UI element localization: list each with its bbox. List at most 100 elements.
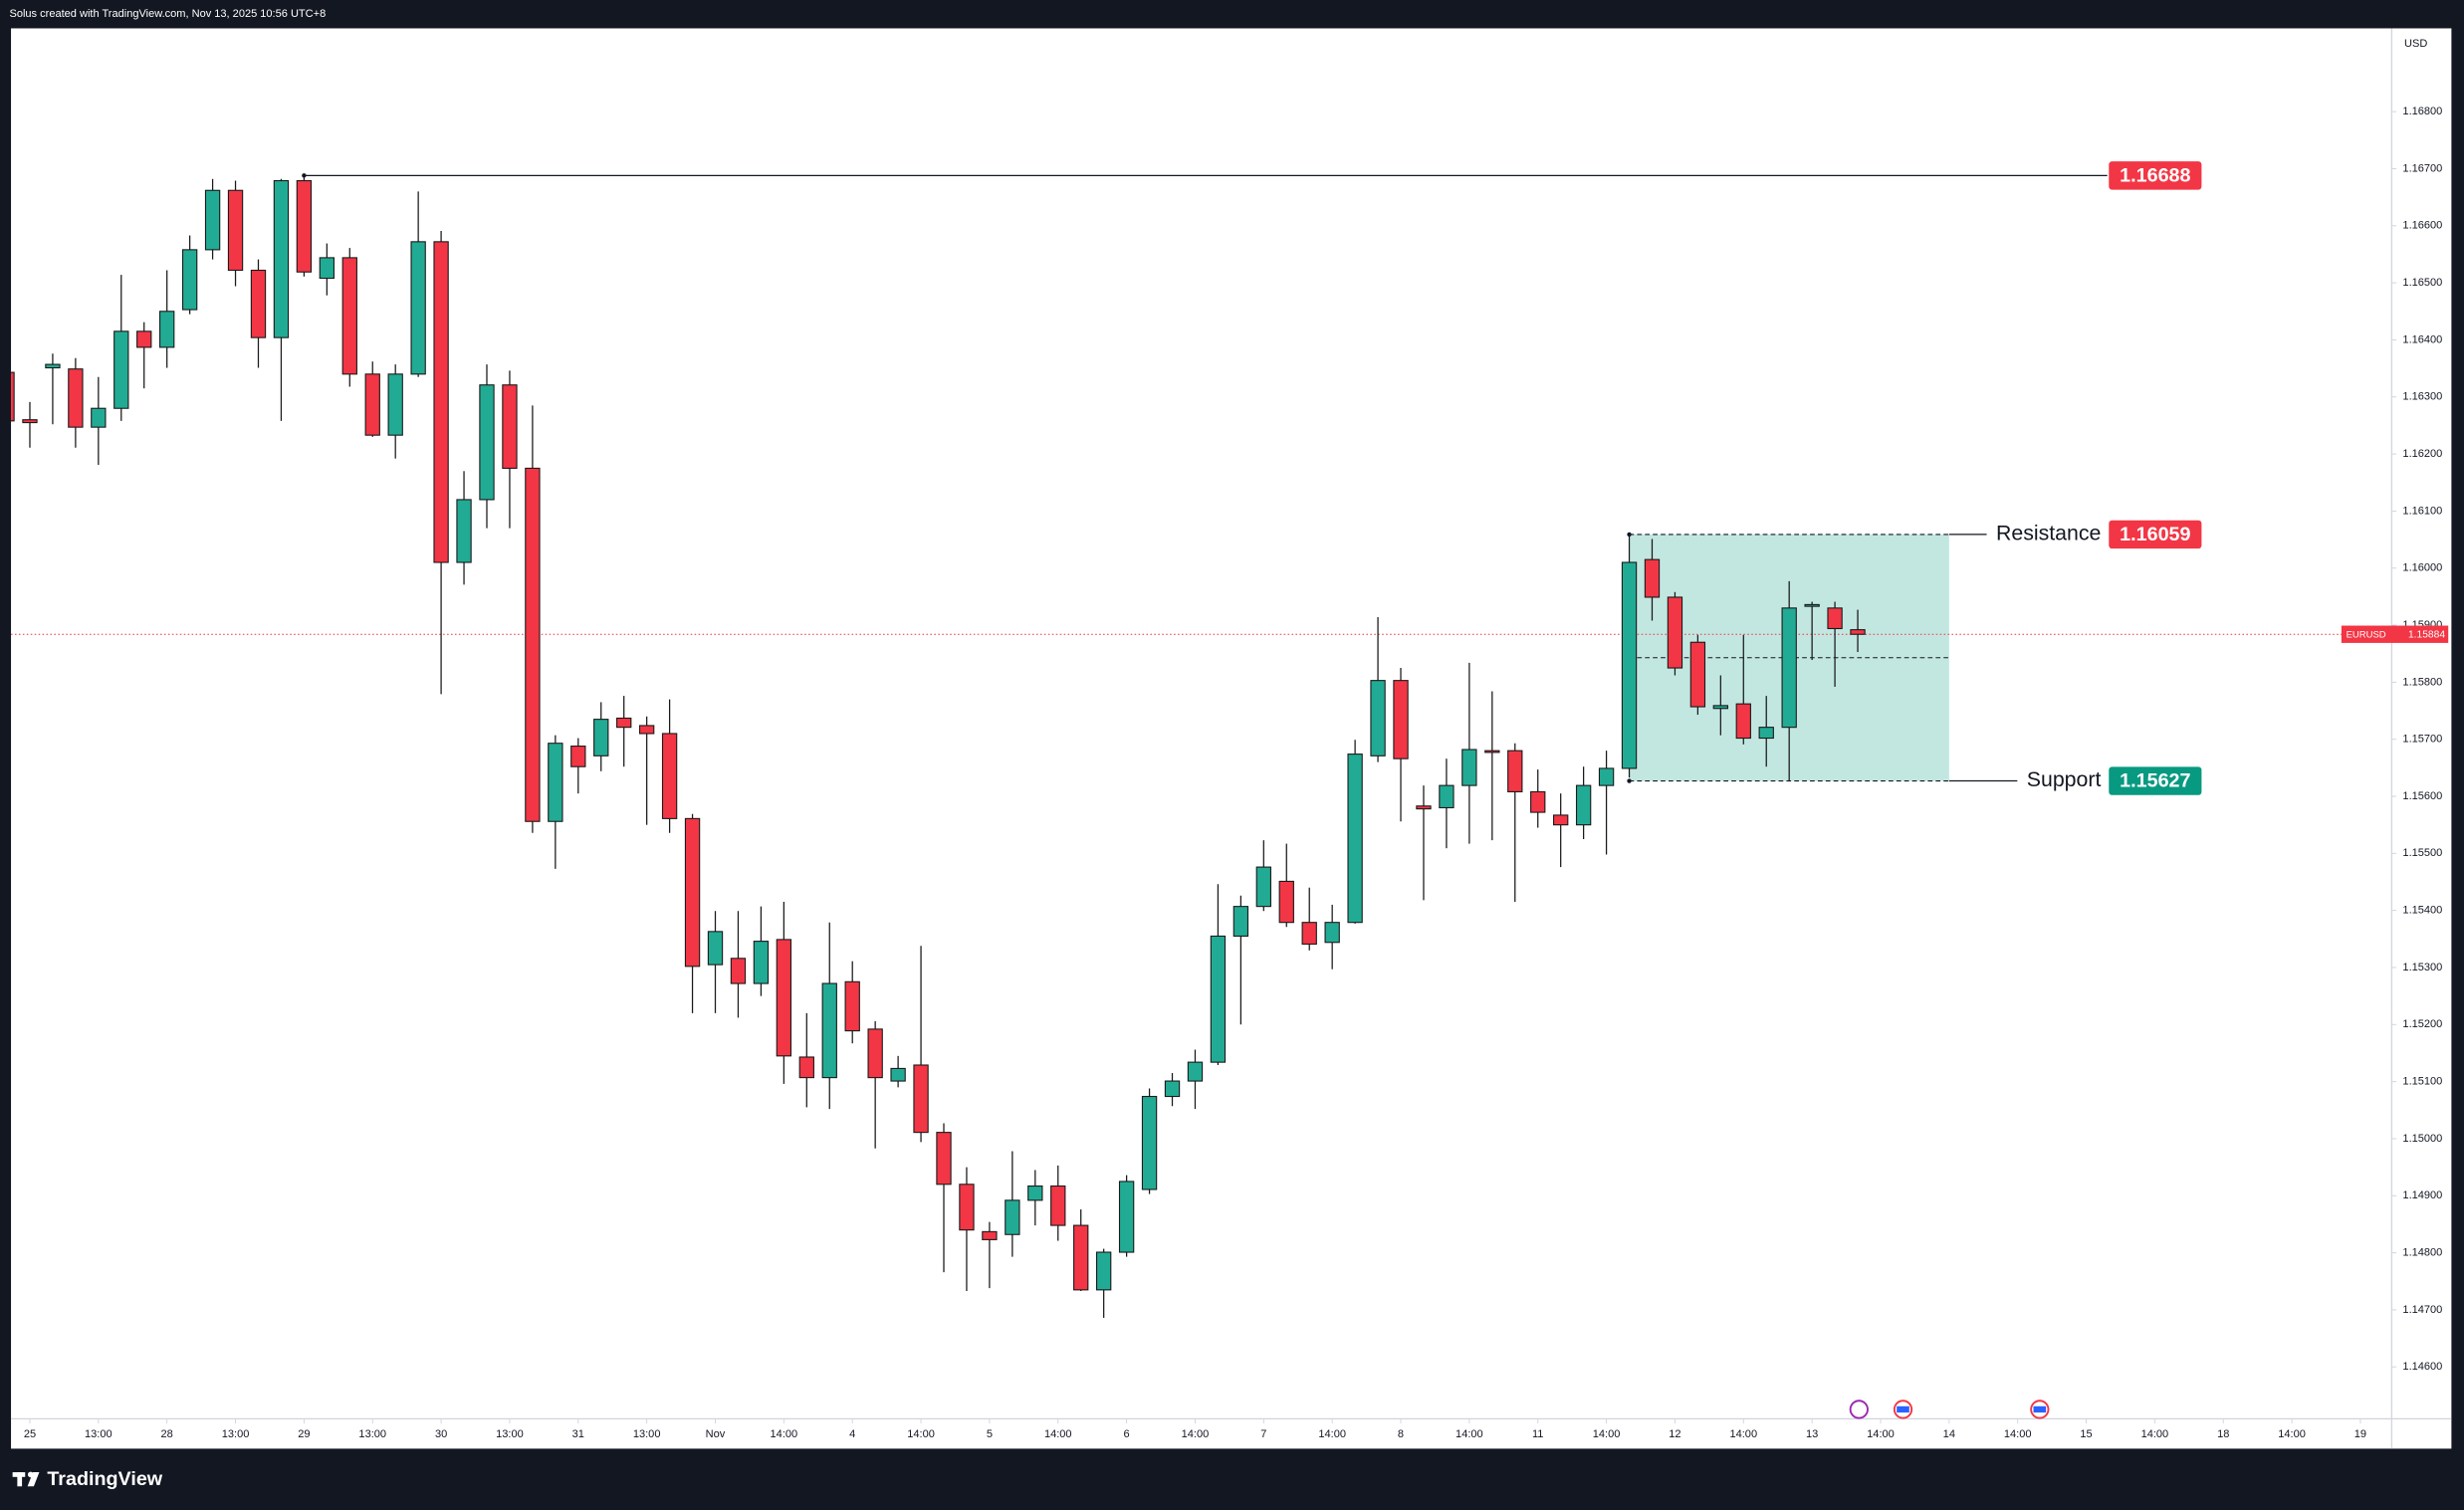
plot-area bbox=[11, 175, 2392, 1318]
candle-body bbox=[707, 931, 724, 966]
candle-body bbox=[525, 467, 541, 822]
x-tick-label: 31 bbox=[572, 1428, 584, 1440]
x-tick-label: 14:00 bbox=[1867, 1428, 1895, 1440]
x-tick-label: 4 bbox=[849, 1428, 855, 1440]
candle-body bbox=[1187, 1061, 1204, 1082]
candle-body bbox=[1507, 750, 1523, 792]
brand-name: TradingView bbox=[47, 1468, 162, 1490]
header-note: Solus created with TradingView.com, Nov … bbox=[9, 8, 326, 20]
candle-body bbox=[1370, 680, 1386, 756]
level-label: Support bbox=[2027, 767, 2102, 791]
candle-body bbox=[250, 269, 267, 338]
x-tick-label: 12 bbox=[1669, 1428, 1680, 1440]
y-tick-label: 1.16500 bbox=[2402, 277, 2442, 289]
candle-body bbox=[204, 189, 221, 251]
x-tick-label: 14:00 bbox=[1318, 1428, 1346, 1440]
candle-body bbox=[1232, 906, 1249, 938]
last-price: 1.15884 bbox=[2408, 630, 2445, 641]
x-tick-label: 15 bbox=[2080, 1428, 2092, 1440]
x-tick-label: 14:00 bbox=[1729, 1428, 1757, 1440]
candle-body bbox=[1393, 680, 1409, 759]
candle-body bbox=[638, 725, 655, 735]
candle-body bbox=[11, 371, 15, 422]
x-tick-label: 14 bbox=[1943, 1428, 1955, 1440]
candle-body bbox=[1758, 727, 1774, 740]
candle-body bbox=[319, 257, 336, 280]
x-tick-label: Nov bbox=[706, 1428, 726, 1440]
candle-body bbox=[341, 257, 357, 375]
y-tick-label: 1.16700 bbox=[2402, 162, 2442, 174]
brand-logo bbox=[12, 1471, 40, 1487]
candle-body bbox=[936, 1132, 952, 1186]
candle-body bbox=[1712, 705, 1728, 710]
level-price-box bbox=[2109, 520, 2202, 549]
y-tick-label: 1.16200 bbox=[2402, 448, 2442, 460]
y-tick-label: 1.15200 bbox=[2402, 1018, 2442, 1030]
level-label: Resistance bbox=[1996, 522, 2101, 545]
x-tick-label: 28 bbox=[161, 1428, 173, 1440]
level-price: 1.16059 bbox=[2120, 524, 2190, 545]
y-tick-label: 1.15000 bbox=[2402, 1133, 2442, 1145]
candle-body bbox=[776, 939, 792, 1057]
x-tick-label: 14:00 bbox=[1593, 1428, 1621, 1440]
candle-body bbox=[798, 1056, 814, 1079]
y-tick-label: 1.15600 bbox=[2402, 790, 2442, 802]
x-tick-label: 8 bbox=[1398, 1428, 1404, 1440]
candle-body bbox=[1324, 922, 1340, 944]
x-tick-label: 14:00 bbox=[2141, 1428, 2169, 1440]
last-price-box bbox=[2341, 625, 2449, 643]
y-tick-label: 1.15100 bbox=[2402, 1076, 2442, 1088]
candle-body bbox=[68, 368, 84, 428]
candle-body bbox=[730, 958, 747, 984]
candle-body bbox=[1301, 922, 1317, 946]
candle-body bbox=[159, 311, 175, 348]
x-tick-label: 14:00 bbox=[2004, 1428, 2032, 1440]
symbol-label: EURUSD bbox=[2347, 630, 2386, 641]
x-tick-label: 14:00 bbox=[771, 1428, 798, 1440]
level-price-box bbox=[2109, 766, 2202, 795]
candle-body bbox=[45, 363, 61, 369]
x-tick-label: 30 bbox=[435, 1428, 447, 1440]
candle-body bbox=[1141, 1095, 1158, 1190]
currency-label: USD bbox=[2404, 38, 2427, 50]
candle-body bbox=[1027, 1185, 1043, 1201]
y-tick-label: 1.14900 bbox=[2402, 1189, 2442, 1201]
candle-body bbox=[1667, 596, 1683, 669]
candle-body bbox=[1598, 767, 1615, 786]
candle-body bbox=[1073, 1224, 1089, 1291]
candle-body bbox=[1530, 790, 1546, 813]
candle-body bbox=[1827, 607, 1843, 630]
y-tick-label: 1.15300 bbox=[2402, 962, 2442, 973]
event-icons bbox=[1849, 1400, 2050, 1419]
y-tick-label: 1.15800 bbox=[2402, 676, 2442, 688]
candle-body bbox=[593, 719, 609, 756]
candle-body bbox=[1439, 784, 1455, 809]
candle-body bbox=[113, 330, 129, 409]
candle-body bbox=[1050, 1185, 1066, 1226]
x-tick-label: 13:00 bbox=[222, 1428, 250, 1440]
x-tick-label: 13:00 bbox=[633, 1428, 661, 1440]
candle-body bbox=[616, 717, 632, 729]
candle-body bbox=[479, 384, 495, 501]
y-tick-label: 1.14700 bbox=[2402, 1304, 2442, 1316]
candle-body bbox=[1621, 561, 1638, 769]
candle-body bbox=[181, 249, 198, 311]
candle-body bbox=[1735, 703, 1751, 740]
x-tick-label: 14:00 bbox=[1182, 1428, 1210, 1440]
y-tick-label: 1.16000 bbox=[2402, 562, 2442, 574]
candle-body bbox=[387, 373, 403, 436]
y-tick-label: 1.14600 bbox=[2402, 1361, 2442, 1373]
x-tick-label: 11 bbox=[1532, 1428, 1543, 1440]
candle-body bbox=[1553, 814, 1569, 826]
y-tick-label: 1.16300 bbox=[2402, 391, 2442, 403]
x-tick-label: 14:00 bbox=[2278, 1428, 2306, 1440]
candle-body bbox=[22, 419, 38, 424]
y-tick-label: 1.15500 bbox=[2402, 847, 2442, 859]
candle-body bbox=[1255, 866, 1271, 908]
candle-body bbox=[136, 330, 152, 348]
y-tick-label: 1.16800 bbox=[2402, 106, 2442, 117]
candle-body bbox=[913, 1064, 929, 1134]
x-tick-label: 14:00 bbox=[1044, 1428, 1072, 1440]
